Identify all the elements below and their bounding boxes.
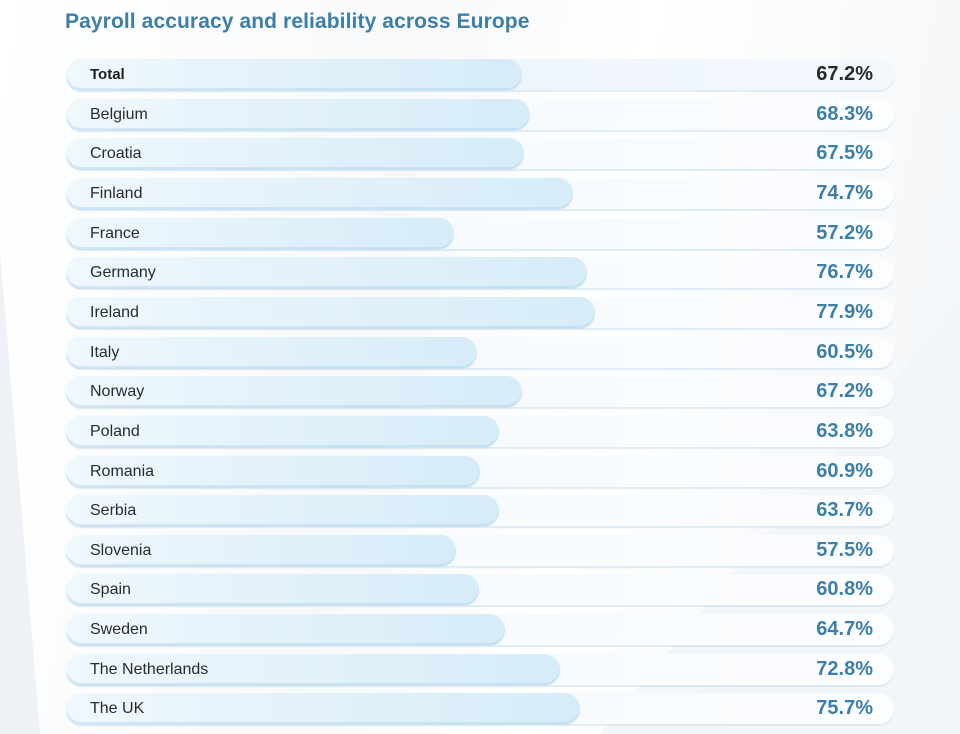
bar-norway (66, 376, 522, 407)
value-label: 77.9% (816, 301, 873, 323)
table-row: Finland 74.7% (66, 178, 894, 209)
table-row: Spain 60.8% (66, 574, 894, 605)
table-row: Sweden 64.7% (66, 614, 894, 645)
value-label: 74.7% (816, 182, 873, 204)
row-total: Total 67.2% (66, 59, 894, 90)
bar-serbia (66, 495, 499, 526)
value-label: 63.7% (816, 499, 873, 521)
value-label: 60.5% (816, 341, 873, 363)
bar-france (66, 218, 454, 249)
chart-title: Payroll accuracy and reliability across … (65, 10, 530, 33)
category-label: France (90, 225, 140, 242)
category-label: Serbia (90, 502, 137, 519)
category-label: Finland (90, 185, 143, 202)
value-label: 64.7% (816, 618, 873, 640)
category-label: Italy (90, 344, 120, 361)
table-row: Romania 60.9% (66, 456, 894, 487)
value-label: 67.5% (816, 142, 873, 164)
value-label: 67.2% (816, 63, 873, 85)
table-row: The UK 75.7% (66, 693, 894, 724)
category-label: The Netherlands (90, 661, 209, 678)
category-label: Spain (90, 581, 131, 598)
table-row: Croatia 67.5% (66, 138, 894, 169)
category-label: The UK (90, 700, 145, 717)
bar-romania (66, 456, 480, 487)
table-row: Ireland 77.9% (66, 297, 894, 328)
bar-croatia (66, 138, 524, 169)
bar-ireland (66, 297, 595, 328)
table-row: Germany 76.7% (66, 257, 894, 288)
value-label: 57.5% (816, 539, 873, 561)
category-label: Poland (90, 423, 140, 440)
bar-spain (66, 574, 479, 605)
value-label: 60.9% (816, 460, 873, 482)
value-label: 76.7% (816, 261, 873, 283)
bar-poland (66, 416, 499, 447)
table-row: Poland 63.8% (66, 416, 894, 447)
category-label: Ireland (90, 304, 139, 321)
category-label: Slovenia (90, 542, 152, 559)
bar-the-netherlands (66, 654, 560, 685)
bar-sweden (66, 614, 505, 645)
table-row: France 57.2% (66, 218, 894, 249)
category-label: Romania (90, 463, 155, 480)
value-label: 63.8% (816, 420, 873, 442)
category-label: Sweden (90, 621, 148, 638)
category-label: Total (90, 66, 125, 83)
category-label: Germany (90, 264, 156, 281)
bar-italy (66, 337, 477, 368)
value-label: 75.7% (816, 697, 873, 719)
bar-germany (66, 257, 587, 288)
category-label: Norway (90, 383, 145, 400)
value-label: 67.2% (816, 380, 873, 402)
table-row: Serbia 63.7% (66, 495, 894, 526)
table-row: The Netherlands 72.8% (66, 654, 894, 685)
category-label: Croatia (90, 145, 142, 162)
table-row: Italy 60.5% (66, 337, 894, 368)
bar-total (66, 59, 522, 90)
category-label: Belgium (90, 106, 148, 123)
value-label: 72.8% (816, 658, 873, 680)
bar-slovenia (66, 535, 456, 566)
table-row: Belgium 68.3% (66, 99, 894, 130)
table-row: Norway 67.2% (66, 376, 894, 407)
bar-finland (66, 178, 573, 209)
value-label: 60.8% (816, 578, 873, 600)
value-label: 68.3% (816, 103, 873, 125)
table-row: Slovenia 57.5% (66, 535, 894, 566)
bar-belgium (66, 99, 530, 130)
value-label: 57.2% (816, 222, 873, 244)
bar-the-uk (66, 693, 580, 724)
bar-chart: Total 67.2% Belgium 68.3% Croatia 67.5% Finlan… (66, 0, 896, 734)
